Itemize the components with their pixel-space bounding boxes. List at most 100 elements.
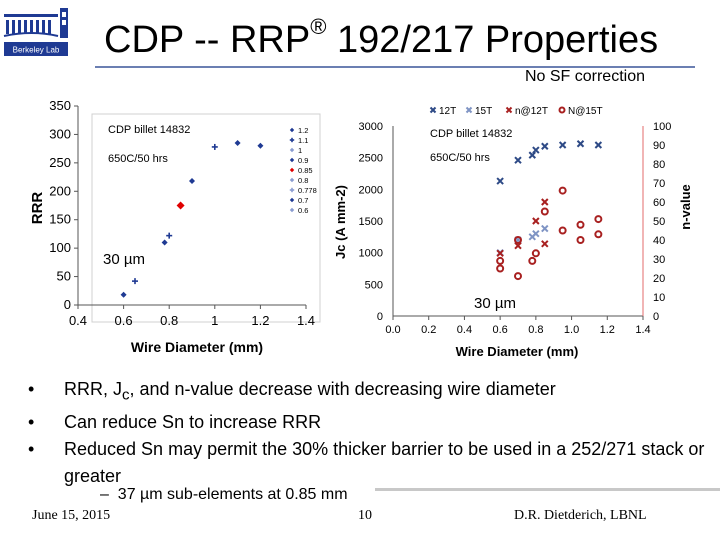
chart2-data-point xyxy=(496,249,504,258)
berkeley-lab-logo: Berkeley Lab xyxy=(3,8,68,56)
chart2-y2-tick-label: 40 xyxy=(653,235,665,247)
chart2-annotation-size: 30 µm xyxy=(474,295,516,312)
chart1-legend-marker xyxy=(289,137,295,143)
chart2-y-tick-label: 1000 xyxy=(359,248,383,260)
chart2-legend-label: N@15T xyxy=(568,106,603,117)
chart2-data-point xyxy=(558,226,567,235)
logo-text: Berkeley Lab xyxy=(13,46,60,55)
chart2-y2-tick-label: 70 xyxy=(653,178,665,190)
chart2-data-point xyxy=(540,207,549,216)
chart1-legend-marker xyxy=(289,177,295,183)
chart1-x-tick-label: 0.4 xyxy=(69,313,87,328)
chart1-x-tick-label: 0.8 xyxy=(160,313,178,328)
chart2-y-tick-label: 0 xyxy=(377,311,383,323)
chart2-y-tick-label: 3000 xyxy=(359,121,383,133)
bullet-1-part-a: RRR, J xyxy=(64,379,122,399)
chart2-y2-tick-label: 30 xyxy=(653,254,665,266)
chart2-annotation-box xyxy=(423,125,608,185)
bullet-1-subscript: c xyxy=(122,386,130,404)
chart2-legend-label: n@12T xyxy=(515,106,548,117)
chart2-data-point xyxy=(528,151,536,159)
chart1-x-tick-label: 1.2 xyxy=(251,313,269,328)
footer-date: June 15, 2015 xyxy=(32,508,111,523)
chart1-y-tick-label: 0 xyxy=(64,297,71,312)
bullet-item: • Reduced Sn may permit the 30% thicker b… xyxy=(28,438,705,486)
chart2-data-point xyxy=(532,146,540,154)
chart2-data-point xyxy=(514,156,522,164)
chart1-data-point xyxy=(234,139,241,146)
chart2-data-point xyxy=(514,272,522,281)
chart2-y-tick-label: 1500 xyxy=(359,216,383,228)
footer-page-number: 10 xyxy=(358,508,372,523)
chart2-x-tick-label: 0.6 xyxy=(492,324,507,336)
chart1-legend-label: 0.778 xyxy=(298,186,317,195)
chart1-y-tick-label: 50 xyxy=(57,269,71,284)
chart2-data-point xyxy=(514,241,522,250)
chart2-y2-tick-label: 80 xyxy=(653,159,665,171)
jc-n-chart: 12T 15T n@12T N@15T CDP billet 14832 650C/5… xyxy=(333,106,693,359)
chart1-legend-marker xyxy=(289,157,295,163)
chart2-legend-marker xyxy=(465,106,473,114)
chart2-data-point xyxy=(558,186,567,195)
sub-bullet: – 37 µm sub-elements at 0.85 mm xyxy=(100,486,348,503)
chart1-y-tick-label: 350 xyxy=(49,98,71,113)
chart1-legend-marker xyxy=(289,147,295,153)
chart2-legend-marker xyxy=(558,106,566,114)
chart2-data-point xyxy=(594,215,603,224)
chart1-legend-label: 0.8 xyxy=(298,176,308,185)
chart1-x-label: Wire Diameter (mm) xyxy=(131,339,263,355)
footer-rule xyxy=(375,488,720,491)
chart1-legend-marker xyxy=(289,197,295,203)
chart2-data-point xyxy=(576,220,585,229)
chart2-data-point xyxy=(532,229,540,238)
title-underline xyxy=(95,66,695,68)
chart2-data-point xyxy=(496,256,505,265)
chart2-y-tick-label: 500 xyxy=(365,279,383,291)
chart2-data-point xyxy=(541,224,549,233)
chart2-y2-tick-label: 100 xyxy=(653,121,671,133)
chart2-data-point xyxy=(496,177,504,185)
chart1-y-tick-label: 200 xyxy=(49,183,71,198)
bullet-list: • RRR, Jc, and n-value decrease with decr… xyxy=(28,376,718,490)
chart1-x-tick-label: 1.4 xyxy=(297,313,315,328)
chart1-legend-label: 0.9 xyxy=(298,156,308,165)
chart2-data-point xyxy=(594,141,603,149)
chart2-x-tick-label: 1.4 xyxy=(635,324,650,336)
chart1-legend-label: 1.1 xyxy=(298,136,308,145)
chart1-legend-label: 1 xyxy=(298,146,302,155)
chart1-y-tick-label: 100 xyxy=(49,240,71,255)
chart1-y-tick-label: 250 xyxy=(49,155,71,170)
chart2-data-point xyxy=(558,141,567,149)
chart2-y-tick-label: 2000 xyxy=(359,184,383,196)
bullet-item: • Can reduce Sn to increase RRR xyxy=(28,411,322,432)
chart2-y-tick-label: 2500 xyxy=(359,153,383,165)
chart2-y2-label: n-value xyxy=(678,184,693,230)
rrr-chart: CDP billet 14832 650C/50 hrs 30 µm 1.21.… xyxy=(29,98,321,355)
footer-author: D.R. Dietderich, LBNL xyxy=(514,508,647,523)
chart2-y2-tick-label: 90 xyxy=(653,140,665,152)
chart1-legend-marker xyxy=(289,207,295,213)
chart1-legend-marker xyxy=(289,167,295,173)
chart2-legend: 12T 15T n@12T N@15T xyxy=(429,106,603,117)
chart2-x-tick-label: 0.8 xyxy=(528,324,543,336)
chart1-legend-label: 0.85 xyxy=(298,166,313,175)
chart1-x-tick-label: 1 xyxy=(211,313,218,328)
chart1-legend-marker xyxy=(289,127,295,133)
chart2-x-tick-label: 0.4 xyxy=(457,324,472,336)
chart2-x-tick-label: 0.0 xyxy=(385,324,400,336)
chart1-data-point xyxy=(132,278,138,285)
chart2-legend-marker xyxy=(429,106,437,114)
chart1-data-point xyxy=(176,201,185,210)
chart2-data-point xyxy=(576,140,585,148)
chart2-y2-tick-label: 0 xyxy=(653,311,659,323)
chart1-legend-marker xyxy=(289,187,295,193)
chart2-x-label: Wire Diameter (mm) xyxy=(456,344,579,359)
chart1-data-point xyxy=(257,142,264,149)
chart1-data-point xyxy=(120,291,127,298)
chart1-legend-label: 0.7 xyxy=(298,196,308,205)
chart2-x-tick-label: 0.2 xyxy=(421,324,436,336)
chart2-data-point xyxy=(541,240,549,248)
rrr-plot-area: CDP billet 14832 650C/50 hrs 30 µm 1.21.… xyxy=(91,113,321,323)
chart2-y-label: Jc (A mm-2) xyxy=(333,185,348,259)
chart1-annotation-billet: CDP billet 14832 xyxy=(108,124,190,136)
